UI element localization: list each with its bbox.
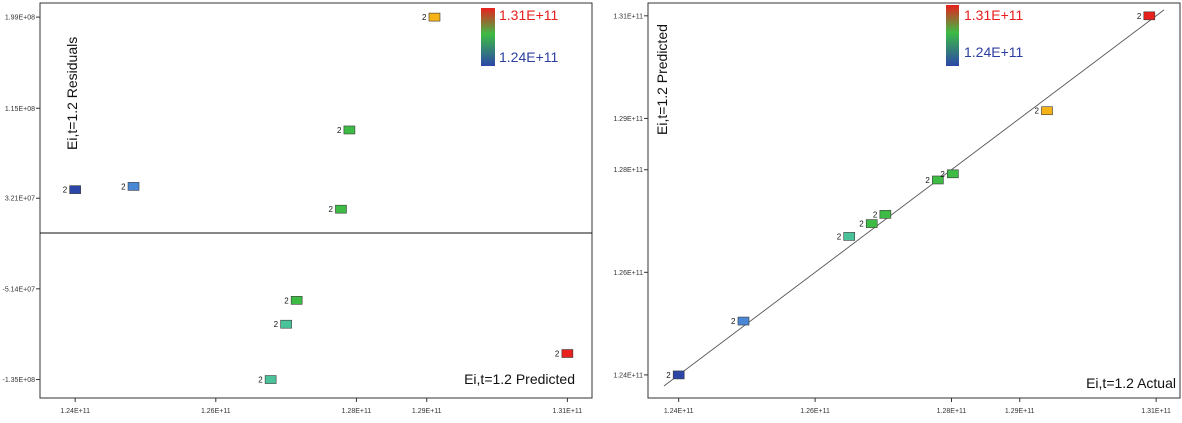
data-point-label: 2 [329, 205, 334, 214]
data-point-label: 2 [925, 176, 930, 185]
x-axis-title: Ei,t=1.2 Predicted [464, 371, 575, 387]
y-tick-label: 1.15E+08 [5, 106, 35, 113]
x-axis-title: Ei,t=1.2 Actual [1086, 375, 1176, 391]
x-tick-label: 1.31E+11 [1141, 408, 1171, 415]
legend-high-label: 1.31E+11 [964, 7, 1024, 23]
data-point [335, 204, 347, 214]
data-point [280, 319, 292, 329]
y-tick-label: 1.28E+11 [613, 167, 643, 174]
data-point-label: 2 [666, 371, 671, 380]
data-point-label: 2 [940, 170, 945, 179]
y-tick-label: 1.29E+11 [613, 116, 643, 123]
data-point-label: 2 [859, 220, 864, 229]
data-point-label: 2 [422, 13, 427, 22]
data-point [290, 296, 303, 305]
y-tick-label: 1.24E+11 [613, 372, 643, 379]
data-point-label: 2 [1137, 12, 1142, 21]
y-tick-label: -5.14E+07 [3, 286, 36, 293]
data-point [69, 185, 81, 194]
data-point [561, 349, 574, 358]
data-point [1041, 106, 1053, 116]
data-point-label: 2 [731, 317, 736, 326]
data-point-label: 2 [274, 320, 279, 329]
data-point-label: 2 [555, 350, 560, 359]
data-point [428, 12, 441, 22]
data-point [1143, 11, 1156, 21]
y-tick-label: -1.35E+08 [3, 377, 36, 384]
x-tick-label: 1.28E+11 [937, 408, 967, 415]
data-point [865, 219, 878, 228]
x-tick-label: 1.26E+11 [201, 408, 231, 415]
data-point-label: 2 [1035, 107, 1040, 116]
x-tick-label: 1.24E+11 [664, 408, 694, 415]
color-legend-bar [481, 8, 495, 66]
y-tick-label: 3.21E+07 [5, 196, 35, 203]
legend-high-label: 1.31E+11 [499, 7, 559, 23]
data-point [737, 316, 750, 326]
plot-frame [647, 2, 1181, 399]
y-tick-label: 1.99E+08 [5, 15, 35, 22]
predicted-vs-actual-chart: Ei,t=1.2 Predicted Ei,t=1.2 Actual 1.31E… [613, 2, 1181, 415]
data-point-label: 2 [284, 296, 289, 305]
x-tick-label: 1.28E+11 [342, 408, 372, 415]
data-point-label: 2 [873, 210, 878, 219]
data-point [672, 370, 685, 380]
y-tick-label: 1.26E+11 [613, 270, 643, 277]
y-axis-title: Ei,t=1.2 Residuals [64, 37, 80, 150]
legend-low-label: 1.24E+11 [499, 49, 559, 65]
data-point [343, 125, 356, 135]
data-point [843, 232, 856, 241]
legend-low-label: 1.24E+11 [964, 44, 1024, 60]
identity-reference-line [663, 9, 1165, 387]
x-tick-label: 1.29E+11 [412, 408, 442, 415]
data-point [127, 182, 140, 191]
x-tick-label: 1.31E+11 [553, 408, 583, 415]
x-tick-label: 1.26E+11 [800, 408, 830, 415]
x-tick-label: 1.29E+11 [1005, 408, 1035, 415]
data-point-label: 2 [258, 376, 263, 385]
residuals-vs-predicted-chart: Ei,t=1.2 Residuals Ei,t=1.2 Predicted 1.… [3, 2, 593, 415]
data-point-label: 2 [121, 182, 126, 191]
y-tick-label: 1.31E+11 [613, 13, 643, 20]
plot-frame [39, 2, 593, 399]
data-point-label: 2 [337, 126, 342, 135]
data-point [264, 375, 277, 384]
data-point-label: 2 [63, 186, 68, 195]
data-point [932, 175, 944, 185]
y-axis-title: Ei,t=1.2 Predicted [654, 24, 670, 135]
data-point [947, 169, 959, 179]
data-point-label: 2 [837, 232, 842, 241]
data-point [879, 210, 892, 219]
color-legend-bar [946, 5, 959, 66]
x-tick-label: 1.24E+11 [60, 408, 90, 415]
